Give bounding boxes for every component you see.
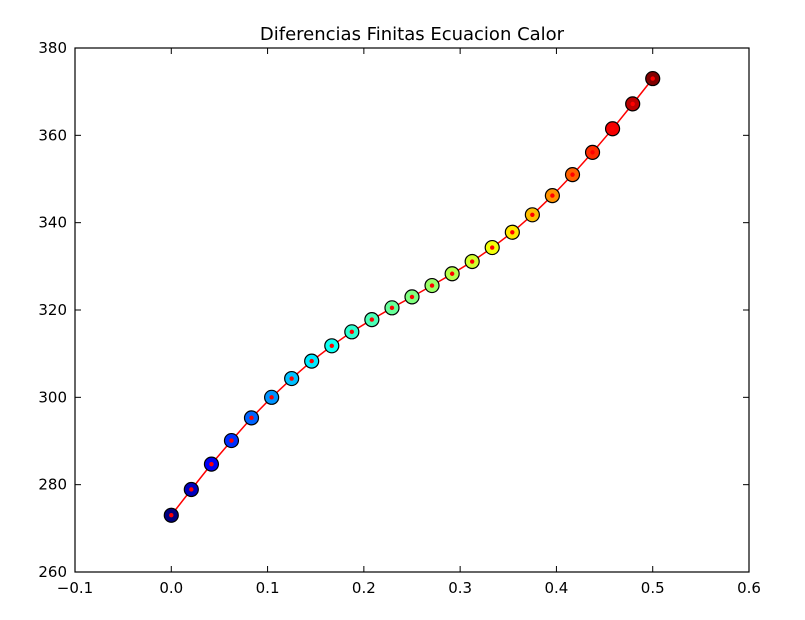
data-point-center xyxy=(169,513,174,518)
data-point-center xyxy=(610,126,615,131)
x-tick-label: 0.0 xyxy=(159,579,183,597)
data-point-center xyxy=(550,193,555,198)
y-tick-label: 360 xyxy=(38,126,67,144)
data-point-center xyxy=(590,150,595,155)
data-point-center xyxy=(570,172,575,177)
data-point-center xyxy=(229,438,234,443)
x-tick-label: 0.3 xyxy=(448,579,472,597)
data-point-center xyxy=(289,376,294,381)
data-point-center xyxy=(530,212,535,218)
data-point-center xyxy=(429,283,435,288)
data-point-center xyxy=(349,329,355,335)
y-tick-label: 320 xyxy=(38,301,67,319)
data-point-center xyxy=(189,487,194,492)
x-tick-label: 0.1 xyxy=(256,579,280,597)
x-tick-label: −0.1 xyxy=(57,579,93,597)
data-point-center xyxy=(490,245,495,250)
axis-ticks: −0.1 0.0 0.1 0.2 0.3 0.4 0.5 0.6 260 280 300 320 340… xyxy=(38,39,761,597)
y-tick-label: 340 xyxy=(38,214,67,232)
data-point-center xyxy=(309,358,314,364)
data-point-center xyxy=(409,294,415,300)
y-tick-label: 260 xyxy=(38,563,67,581)
chart-title: Diferencias Finitas Ecuacion Calor xyxy=(260,24,565,45)
plot-frame xyxy=(74,47,750,573)
data-point-center xyxy=(510,230,515,235)
data-point-center xyxy=(630,101,635,107)
data-point-center xyxy=(389,305,395,311)
data-point-center xyxy=(650,76,655,81)
y-tick-label: 280 xyxy=(38,476,67,494)
data-point-center xyxy=(209,461,214,467)
data-point-center xyxy=(369,317,375,322)
x-tick-label: 0.2 xyxy=(352,579,376,597)
data-point-center xyxy=(269,395,274,400)
x-tick-label: 0.6 xyxy=(737,579,761,597)
data-point-center xyxy=(469,259,475,264)
data-point-center xyxy=(449,271,455,276)
x-tick-label: 0.5 xyxy=(641,579,665,597)
y-tick-label: 300 xyxy=(38,388,67,406)
data-point-center xyxy=(329,343,334,349)
series-points-group xyxy=(163,70,661,523)
y-tick-label: 380 xyxy=(38,39,67,57)
data-point-center xyxy=(249,415,254,421)
x-tick-label: 0.4 xyxy=(544,579,568,597)
